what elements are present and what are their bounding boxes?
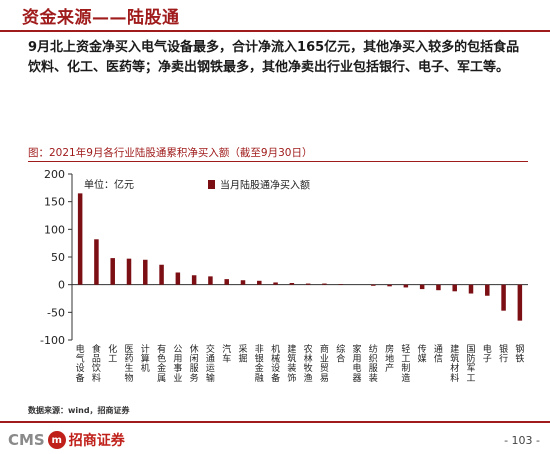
company-logo: CMS m 招商证券 bbox=[8, 430, 125, 450]
x-tick-label: 建筑材料 bbox=[450, 343, 459, 384]
x-tick-label: 公用事业 bbox=[173, 344, 182, 384]
bar bbox=[305, 283, 311, 285]
y-tick-label: 150 bbox=[44, 196, 65, 209]
x-tick-label: 家用电器 bbox=[352, 343, 361, 384]
bar bbox=[257, 280, 262, 285]
logo-cms-text: CMS bbox=[8, 431, 45, 449]
page-number: - 103 - bbox=[504, 434, 540, 447]
x-tick-label: 电气设备 bbox=[76, 343, 85, 384]
x-tick-label: 轻工制造 bbox=[401, 343, 410, 384]
x-tick-label: 国防军工 bbox=[466, 344, 475, 384]
x-tick-label: 非银金融 bbox=[255, 343, 264, 384]
legend-swatch bbox=[208, 180, 215, 189]
bar bbox=[403, 284, 409, 288]
chart-caption: 图：2021年9月各行业陆股通累积净买入额（截至9月30日） bbox=[28, 147, 313, 159]
x-tick-label: 纺织服装 bbox=[369, 343, 378, 384]
data-source: 数据来源：wind，招商证券 bbox=[28, 406, 130, 415]
y-tick-label: 100 bbox=[44, 223, 65, 236]
x-tick-label: 有色金属 bbox=[157, 343, 166, 384]
bar bbox=[501, 284, 506, 311]
bar-chart: -100 -50 0 50 100 150 200 电气设备食品饮料化工医药生物计算机有色金属… bbox=[40, 168, 528, 384]
x-tick-label: 银行 bbox=[499, 343, 508, 365]
y-tick-label: 0 bbox=[58, 279, 65, 292]
bar bbox=[77, 193, 83, 285]
bar bbox=[289, 283, 295, 285]
bar bbox=[159, 264, 164, 285]
logo-badge-icon: m bbox=[47, 431, 66, 449]
x-tick-label: 医药生物 bbox=[124, 344, 133, 384]
page-title: 资金来源——陆股通 bbox=[22, 8, 180, 28]
bar bbox=[436, 284, 441, 291]
bar bbox=[191, 275, 197, 285]
x-tick-label: 休闲服务 bbox=[190, 343, 199, 384]
bar bbox=[387, 284, 392, 287]
unit-label: 单位：亿元 bbox=[84, 178, 134, 191]
x-tick-label: 采掘 bbox=[238, 344, 247, 365]
header-divider bbox=[0, 30, 550, 32]
bar bbox=[126, 258, 132, 285]
x-tick-label: 汽车 bbox=[222, 343, 231, 365]
x-tick-label: 通信 bbox=[434, 344, 443, 365]
bar bbox=[485, 284, 490, 296]
x-tick-label: 建筑装饰 bbox=[287, 343, 296, 384]
x-tick-label: 计算机 bbox=[141, 343, 150, 374]
bar bbox=[371, 284, 376, 286]
x-tick-label: 农林牧渔 bbox=[304, 343, 313, 384]
y-tick-label: 200 bbox=[44, 168, 65, 181]
bar bbox=[110, 258, 115, 285]
x-tick-label: 传媒 bbox=[418, 343, 427, 365]
bar bbox=[240, 280, 246, 285]
x-tick-label: 交通运输 bbox=[206, 343, 215, 384]
x-tick-label: 商业贸易 bbox=[320, 343, 329, 384]
y-tick-label: 50 bbox=[51, 251, 65, 264]
bar bbox=[419, 284, 425, 290]
bar bbox=[273, 282, 278, 285]
legend-label: 当月陆股通净买入额 bbox=[220, 179, 310, 192]
summary-text: 9月北上资金净买入电气设备最多，合计净流入165亿元，其他净买入较多的包括食品饮… bbox=[28, 40, 520, 75]
x-tick-label: 电子 bbox=[483, 343, 492, 365]
bar bbox=[322, 283, 327, 285]
bar bbox=[224, 279, 229, 285]
bar bbox=[517, 284, 523, 321]
bar bbox=[452, 284, 457, 292]
x-tick-label: 钢铁 bbox=[515, 343, 524, 365]
footer-divider bbox=[0, 421, 550, 423]
bar bbox=[338, 284, 343, 285]
x-tick-label: 化工 bbox=[108, 343, 117, 365]
bar bbox=[175, 272, 181, 285]
bar bbox=[208, 276, 213, 285]
y-tick-label: -50 bbox=[47, 306, 65, 319]
logo-cn-text: 招商证券 bbox=[68, 433, 125, 449]
bar bbox=[94, 239, 99, 285]
x-tick-label: 食品饮料 bbox=[92, 343, 101, 384]
x-tick-label: 机械设备 bbox=[271, 343, 280, 384]
y-tick-label: -100 bbox=[40, 334, 65, 347]
bar bbox=[143, 259, 148, 285]
x-tick-label: 综合 bbox=[336, 343, 345, 365]
bar bbox=[468, 284, 474, 294]
x-tick-label: 房地产 bbox=[385, 343, 394, 374]
caption-divider bbox=[28, 161, 528, 162]
